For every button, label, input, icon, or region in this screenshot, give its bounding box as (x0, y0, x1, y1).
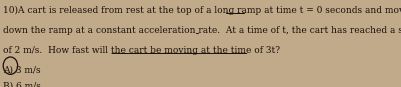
Text: B) 6 m/s: B) 6 m/s (3, 82, 41, 87)
Text: A) 3 m/s: A) 3 m/s (3, 65, 41, 74)
Text: down the ramp at a constant acceleration rate.  At a time of t, the cart has rea: down the ramp at a constant acceleration… (3, 26, 401, 35)
Text: 10)A cart is released from rest at the top of a long ramp at time t = 0 seconds : 10)A cart is released from rest at the t… (3, 6, 401, 15)
Text: of 2 m/s.  How fast will the cart be moving at the time of 3t?: of 2 m/s. How fast will the cart be movi… (3, 46, 280, 55)
